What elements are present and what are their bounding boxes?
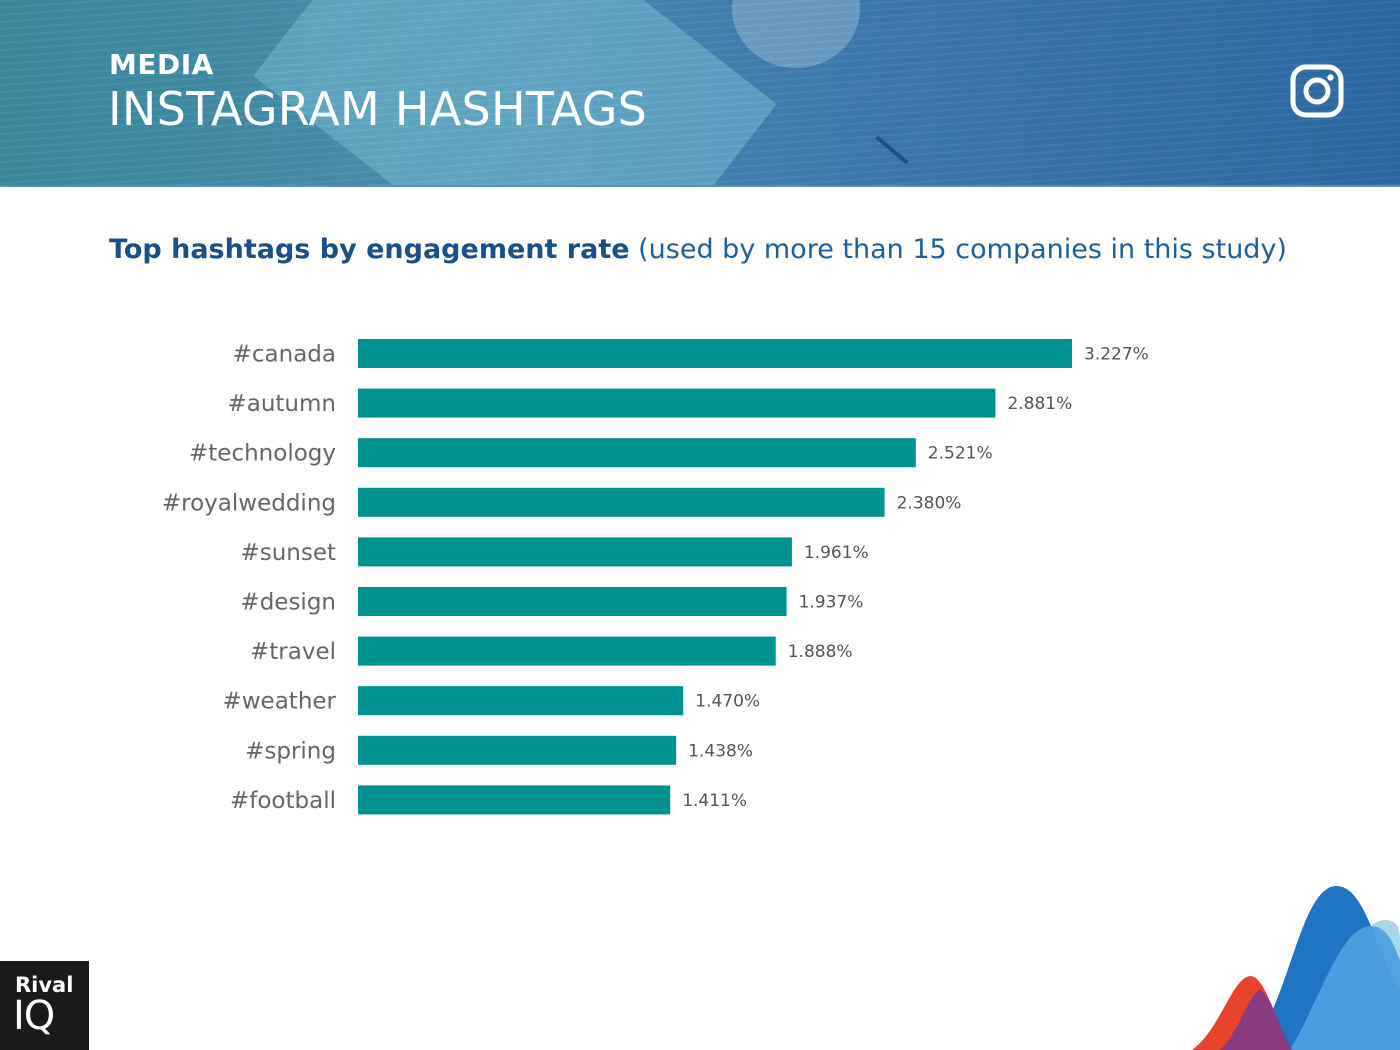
bar: [358, 388, 996, 418]
bar: [358, 438, 916, 468]
value-label: 1.438%: [688, 741, 753, 761]
chart-title-main: Top hashtags by engagement rate: [109, 234, 630, 265]
hashtag-bar-chart: #canada 3.227% #autumn 2.881% #technology 2.5…: [162, 339, 1149, 815]
category-label: #football: [230, 788, 336, 814]
bar: [358, 339, 1072, 368]
value-label: 1.888%: [788, 642, 853, 662]
bar: [358, 785, 671, 815]
category-label: #travel: [250, 639, 336, 665]
rival-iq-logo: Rival IQ: [0, 961, 89, 1050]
bar: [358, 636, 776, 666]
bar: [358, 735, 677, 765]
value-label: 2.521%: [928, 444, 993, 464]
value-label: 1.411%: [682, 791, 747, 811]
value-label: 1.961%: [804, 543, 869, 563]
value-label: 1.937%: [799, 593, 864, 613]
logo-word-rival: Rival: [15, 973, 74, 997]
category-label: #design: [240, 590, 336, 616]
decorative-waves: [1192, 885, 1400, 1050]
bar: [358, 587, 787, 616]
category-label: #autumn: [227, 391, 336, 417]
section-kicker: MEDIA: [109, 48, 214, 81]
value-label: 2.881%: [1007, 394, 1072, 414]
bar: [358, 487, 885, 517]
header-banner: MEDIA INSTAGRAM HASHTAGS: [0, 0, 1400, 187]
instagram-icon: [1290, 64, 1344, 118]
logo-word-iq: IQ: [13, 993, 55, 1039]
wave-medium-blue: [1290, 926, 1400, 1050]
category-label: #spring: [245, 738, 336, 764]
page-title: INSTAGRAM HASHTAGS: [108, 82, 648, 136]
bar: [358, 537, 792, 567]
value-label: 2.380%: [897, 493, 962, 513]
category-label: #royalwedding: [162, 490, 336, 516]
category-label: #technology: [189, 441, 336, 467]
wave-purple: [1220, 990, 1292, 1050]
category-label: #canada: [233, 342, 336, 368]
chart-title: Top hashtags by engagement rate (used by…: [109, 234, 1287, 265]
category-label: #weather: [222, 689, 336, 715]
bar: [358, 686, 684, 716]
chart-title-note: (used by more than 15 companies in this …: [629, 234, 1287, 265]
value-label: 1.470%: [695, 692, 760, 712]
value-label: 3.227%: [1084, 345, 1149, 365]
category-label: #sunset: [240, 540, 336, 566]
header-wood-texture: [0, 0, 1400, 185]
